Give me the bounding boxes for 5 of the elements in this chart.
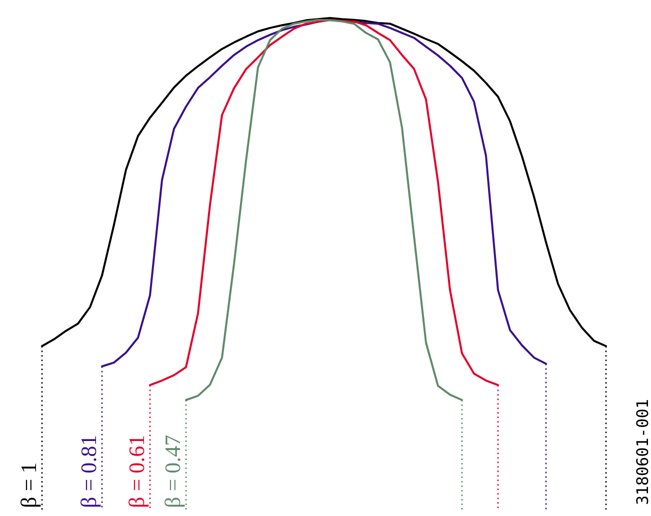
- text: β = 0.47: [160, 434, 185, 508]
- text: 3180601-001: [633, 399, 651, 505]
- text: β = 1: [16, 462, 41, 508]
- text: β = 0.61: [124, 434, 149, 508]
- text: β = 0.81: [76, 434, 101, 508]
